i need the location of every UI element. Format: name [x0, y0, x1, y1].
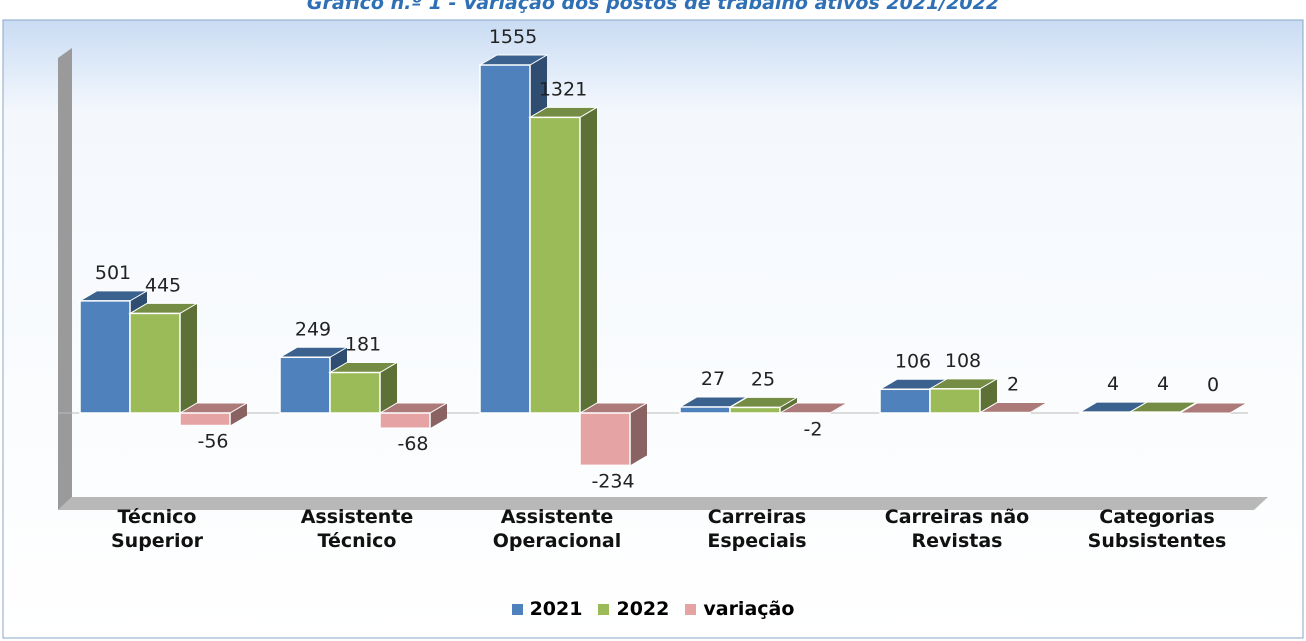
- data-label: 1321: [539, 78, 587, 100]
- bar-top: [1178, 402, 1249, 414]
- bar-side: [430, 403, 447, 429]
- data-label: 2: [1007, 374, 1019, 396]
- legend-label: variação: [703, 598, 795, 620]
- legend-label: 2021: [529, 598, 583, 620]
- chart-title: Gráfico n.º 1 - Variação dos postos de t…: [306, 0, 1000, 14]
- data-label: 249: [295, 318, 331, 340]
- bar-side: [630, 403, 647, 466]
- bar: [729, 406, 781, 414]
- legend-label: 2022: [616, 598, 670, 620]
- bar-side: [580, 107, 597, 413]
- data-label: 25: [751, 368, 775, 390]
- chart-frame: [2, 19, 1304, 639]
- legend-item: 2021: [511, 598, 583, 620]
- x-tick-label: Assistente Operacional: [492, 506, 622, 552]
- data-label: 106: [895, 350, 931, 372]
- x-tick-label: Técnico Superior: [110, 506, 203, 552]
- data-label: -234: [591, 470, 634, 492]
- bar: [329, 371, 381, 414]
- data-label: -2: [804, 418, 823, 440]
- legend-swatch: [598, 604, 610, 615]
- bar: [1129, 411, 1181, 414]
- data-label: 4: [1107, 373, 1119, 395]
- data-label: 181: [345, 333, 381, 355]
- data-label: -68: [397, 433, 428, 455]
- bar-side: [230, 403, 247, 426]
- x-tick-label: Carreiras não Revistas: [884, 506, 1030, 552]
- floor: [58, 497, 1268, 510]
- bar: [1079, 411, 1131, 414]
- bar-side: [980, 378, 997, 413]
- bar: [79, 300, 131, 414]
- data-label: 27: [701, 368, 725, 390]
- bar: [579, 412, 631, 467]
- legend-item: 2022: [598, 598, 669, 620]
- bar: [929, 388, 981, 414]
- bar: [679, 406, 731, 414]
- legend-swatch: [511, 604, 523, 615]
- data-label: 4: [1157, 373, 1169, 395]
- bar: [379, 412, 431, 429]
- x-tick-label: Carreiras Especiais: [707, 506, 807, 552]
- bar: [529, 116, 581, 414]
- data-label: 108: [945, 350, 981, 372]
- legend: 2021 2022 variação: [0, 598, 1306, 620]
- bar: [879, 388, 931, 414]
- data-label: 501: [95, 262, 131, 284]
- bar-side: [180, 303, 197, 413]
- data-label: 1555: [489, 26, 537, 48]
- bar-side: [380, 362, 397, 413]
- bar-side: [780, 397, 797, 413]
- data-label: -56: [197, 431, 228, 453]
- data-label: 0: [1207, 374, 1219, 396]
- bar: [179, 412, 231, 427]
- bar: [129, 312, 181, 414]
- legend-swatch: [685, 604, 697, 615]
- x-tick-label: Assistente Técnico: [300, 506, 414, 552]
- legend-item: variação: [685, 598, 794, 620]
- data-label: 445: [145, 274, 181, 296]
- x-tick-label: Categorias Subsistentes: [1087, 506, 1227, 552]
- side-wall: [58, 48, 72, 510]
- bar: [279, 356, 331, 414]
- bar: [479, 64, 531, 414]
